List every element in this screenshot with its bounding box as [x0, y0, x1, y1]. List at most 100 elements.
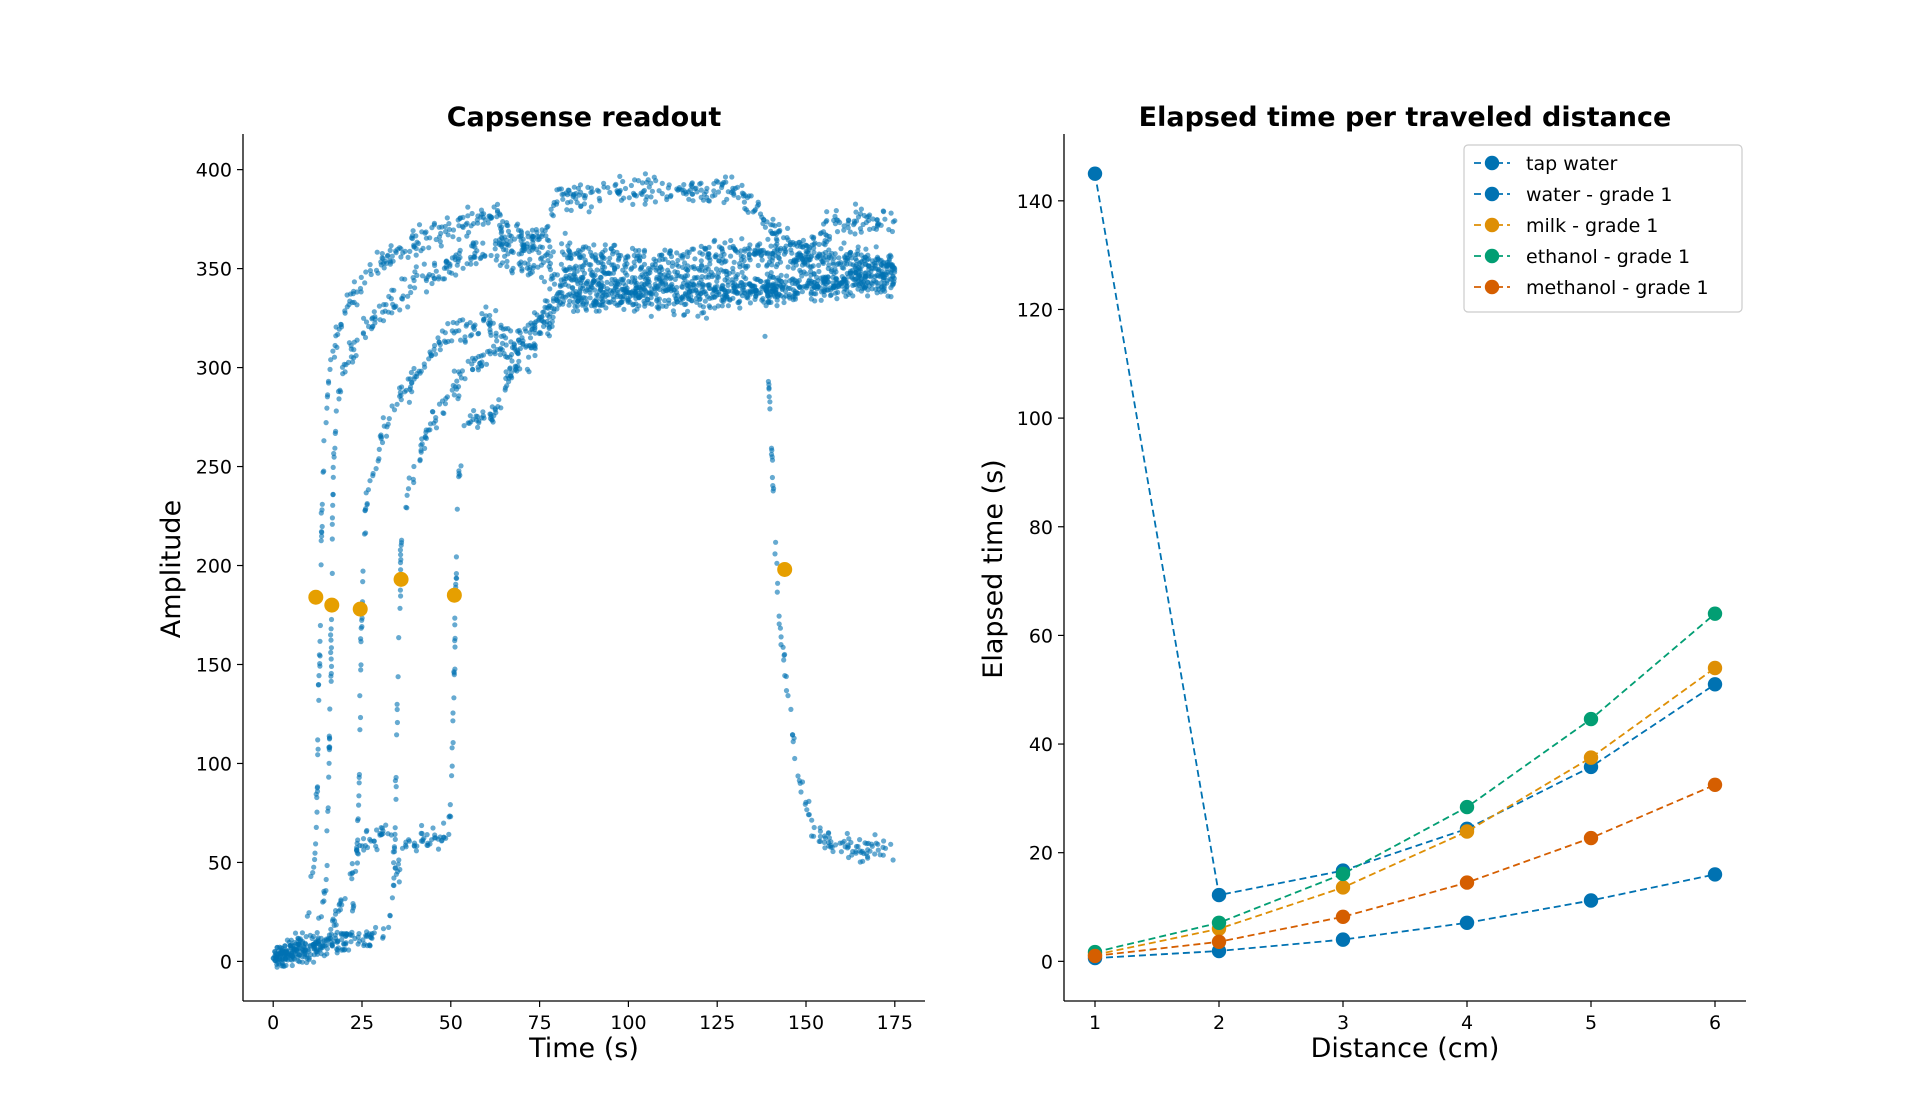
scatter-point: [515, 328, 521, 334]
scatter-point: [594, 292, 600, 298]
scatter-point: [566, 302, 572, 308]
scatter-point: [453, 571, 459, 577]
scatter-point: [425, 274, 431, 280]
scatter-point: [697, 250, 703, 256]
scatter-point: [689, 191, 695, 197]
scatter-point: [511, 342, 517, 348]
scatter-point: [329, 536, 335, 542]
scatter-point: [886, 258, 892, 264]
scatter-point: [805, 812, 812, 818]
scatter-point: [575, 308, 581, 314]
scatter-point: [610, 288, 616, 295]
scatter-point: [289, 962, 295, 969]
scatter-point: [707, 304, 713, 311]
scatter-point: [769, 230, 775, 237]
scatter-point: [656, 306, 662, 312]
scatter-point: [358, 274, 364, 280]
scatter-point: [611, 296, 617, 303]
scatter-point: [715, 179, 721, 185]
scatter-point: [755, 244, 761, 250]
scatter-point: [746, 251, 753, 257]
scatter-point: [724, 296, 730, 302]
scatter-point: [383, 433, 390, 439]
scatter-point: [609, 276, 615, 283]
scatter-point: [868, 280, 875, 286]
scatter-point: [776, 229, 782, 235]
scatter-point: [405, 254, 411, 260]
scatter-point: [659, 278, 666, 284]
y-tick-label: 150: [196, 654, 232, 676]
scatter-point: [777, 259, 784, 265]
highlight-points: [308, 561, 793, 617]
scatter-point: [583, 307, 590, 313]
scatter-point: [471, 408, 477, 414]
scatter-point: [770, 216, 776, 222]
scatter-point: [847, 261, 853, 267]
scatter-point: [508, 238, 514, 244]
scatter-point: [394, 719, 400, 726]
scatter-point: [881, 838, 887, 844]
scatter-point: [351, 339, 357, 345]
scatter-point: [387, 912, 393, 919]
scatter-point: [410, 476, 416, 482]
scatter-point: [606, 292, 612, 298]
scatter-point: [472, 322, 478, 328]
scatter-point: [295, 941, 301, 947]
scatter-point: [578, 297, 585, 303]
scatter-point: [394, 732, 400, 738]
y-ticks: 0 20 40 60 80 100 120 140: [1017, 191, 1064, 973]
scatter-point: [451, 368, 457, 374]
scatter-point: [756, 201, 762, 208]
scatter-point: [419, 273, 426, 279]
scatter-point: [321, 468, 327, 474]
scatter-point: [381, 423, 387, 429]
scatter-point: [426, 245, 432, 251]
scatter-point: [492, 407, 498, 413]
scatter-point: [886, 227, 892, 233]
scatter-point: [735, 300, 741, 306]
scatter-point: [648, 313, 654, 319]
scatter-point: [455, 258, 461, 265]
scatter-point: [490, 419, 496, 425]
scatter-point: [588, 249, 594, 255]
y-axis-label: Amplitude: [156, 500, 187, 638]
series-milk-grade-1: [1087, 660, 1723, 963]
scatter-point: [594, 187, 601, 193]
scatter-point: [498, 345, 504, 351]
scatter-point: [326, 380, 332, 386]
scatter-point: [438, 230, 444, 236]
scatter-point: [460, 317, 466, 323]
scatter-point: [856, 283, 862, 289]
scatter-point: [485, 220, 491, 226]
scatter-point: [324, 862, 330, 869]
legend-marker: [1484, 155, 1500, 171]
scatter-point: [505, 251, 511, 257]
elapsed-time-chart: Elapsed time per traveled distance Dista…: [978, 102, 1746, 1064]
scatter-point: [767, 406, 773, 412]
scatter-point: [536, 250, 542, 256]
scatter-point: [855, 214, 862, 220]
legend-item: methanol - grade 1: [1474, 277, 1709, 299]
scatter-point: [841, 289, 847, 295]
scatter-point: [315, 737, 321, 743]
scatter-point: [765, 236, 771, 242]
legend-marker: [1484, 217, 1500, 233]
scatter-point: [811, 279, 818, 285]
scatter-point: [636, 303, 642, 309]
scatter-point: [437, 347, 443, 353]
scatter-point: [504, 383, 510, 389]
scatter-point: [559, 249, 566, 255]
scatter-point: [559, 191, 565, 198]
scatter-point: [357, 938, 363, 944]
scatter-point: [817, 231, 824, 237]
scatter-point: [323, 420, 329, 426]
scatter-point: [376, 303, 382, 309]
scatter-point: [437, 238, 443, 245]
scatter-point: [328, 632, 334, 638]
scatter-point: [591, 242, 597, 248]
scatter-point: [396, 635, 402, 641]
scatter-point: [757, 248, 763, 254]
scatter-point: [681, 182, 687, 188]
scatter-point: [468, 419, 474, 425]
scatter-point: [509, 270, 515, 276]
